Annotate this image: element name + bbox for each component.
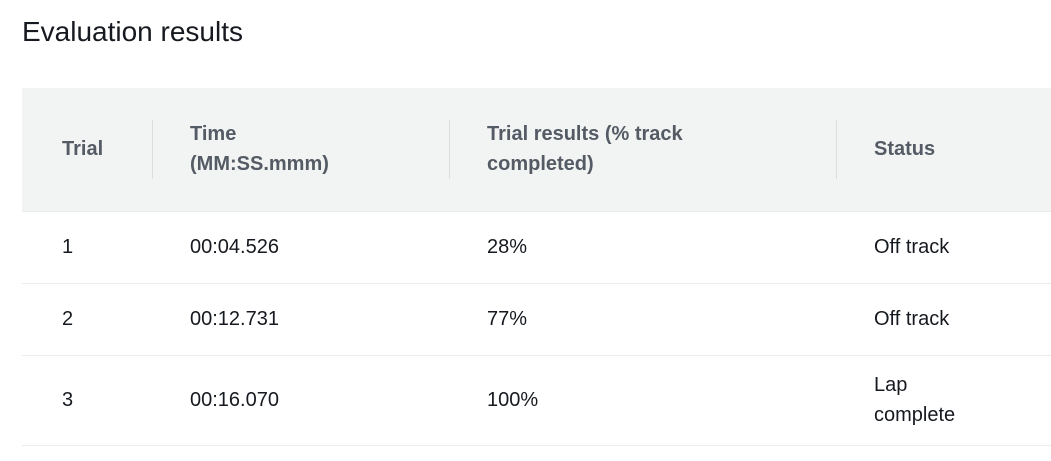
cell-text: 1 [62, 236, 74, 258]
status-text: Off track [874, 308, 950, 330]
cell-text: 3 [62, 389, 74, 411]
table-cell: 28% [449, 211, 836, 283]
section-title: Evaluation results [22, 16, 244, 47]
column-header: Trial results (% track completed) [449, 88, 836, 211]
cell-text: 28% [487, 236, 528, 258]
cell-text: 00:04.526 [190, 236, 279, 258]
table-cell: Lap complete [836, 355, 1051, 445]
table-cell: 2 [22, 283, 152, 355]
table-row: 3 00:16.070 100% Lap complete [22, 355, 1051, 445]
column-header: Trial [22, 88, 152, 211]
header-row: Trial Time (MM:SS.mmm) Trial results (% tr… [22, 88, 1051, 211]
table-cell: 00:12.731 [152, 283, 449, 355]
column-header: Time (MM:SS.mmm) [152, 88, 449, 211]
column-header-text: Time (MM:SS.mmm) [190, 123, 329, 176]
cell-text: 00:16.070 [190, 389, 279, 411]
table-cell: 100% [449, 355, 836, 445]
table-cell: 00:04.526 [152, 211, 449, 283]
table-cell: Off track [836, 211, 1051, 283]
table-cell: 00:16.070 [152, 355, 449, 445]
table-header: Trial Time (MM:SS.mmm) Trial results (% tr… [22, 88, 1051, 211]
table-cell: Off track [836, 283, 1051, 355]
table-row: 1 00:04.526 28% Off track [22, 211, 1051, 283]
results-table: Trial Time (MM:SS.mmm) Trial results (% tr… [22, 88, 1051, 446]
cell-text: 100% [487, 389, 539, 411]
column-header: Status [836, 88, 1051, 211]
table-body: 1 00:04.526 28% Off track 2 00:12.731 77% Off t… [22, 211, 1051, 445]
column-header-text: Status [874, 138, 936, 161]
cell-text: 00:12.731 [190, 308, 279, 330]
status-text: Off track [874, 236, 950, 258]
column-header-text: Trial [62, 138, 104, 161]
cell-text: 2 [62, 308, 74, 330]
column-header-text: Trial results (% track completed) [487, 123, 683, 176]
status-text: Lap complete [874, 374, 956, 426]
cell-text: 77% [487, 308, 528, 330]
table-row: 2 00:12.731 77% Off track [22, 283, 1051, 355]
table-cell: 3 [22, 355, 152, 445]
table-cell: 1 [22, 211, 152, 283]
table-cell: 77% [449, 283, 836, 355]
